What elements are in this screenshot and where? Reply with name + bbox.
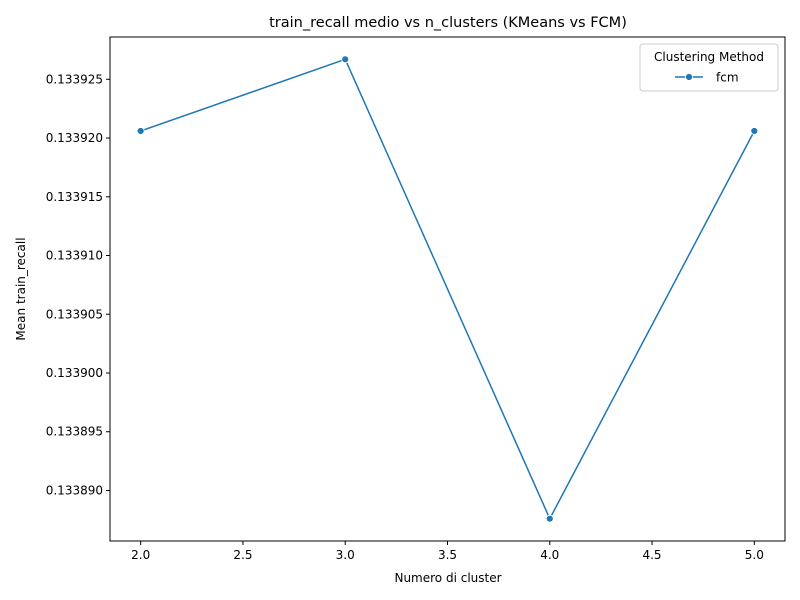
y-tick-label: 0.133910 [46,249,103,263]
y-tick-label: 0.133900 [46,366,103,380]
series-line-fcm [140,58,755,520]
x-tick-label: 5.0 [745,548,764,562]
data-point [341,55,350,64]
data-point [545,514,554,523]
x-tick-label: 4.0 [540,548,559,562]
x-tick-label: 2.0 [131,548,150,562]
legend-box [639,43,779,92]
data-point [136,127,145,135]
x-tick-label: 4.5 [642,548,661,562]
y-tick-label: 0.133925 [46,72,103,86]
legend-marker-sample [685,73,693,81]
x-tick-label: 3.5 [438,548,457,562]
legend-title: Clustering Method [654,50,764,64]
chart-title: train_recall medio vs n_clusters (KMeans… [269,15,627,31]
y-tick-label: 0.133905 [46,307,103,321]
x-tick-label: 2.5 [233,548,252,562]
y-axis-label: Mean train_recall [14,237,28,340]
x-tick-label: 3.0 [336,548,355,562]
legend-entry-fcm: fcm [716,71,739,85]
x-axis-label: Numero di cluster [394,571,501,585]
y-tick-label: 0.133890 [46,483,103,497]
y-axis: 0.133890 0.133895 0.133900 0.133905 0.133910… [46,72,110,497]
data-point [750,127,759,135]
x-axis: 2.0 2.5 3.0 3.5 4.0 4.5 5.0 [131,541,764,562]
legend: Clustering Method fcm [639,43,779,92]
y-tick-label: 0.133915 [46,190,103,204]
plot-area [136,55,759,523]
y-tick-label: 0.133895 [46,425,103,439]
y-tick-label: 0.133920 [46,131,103,145]
